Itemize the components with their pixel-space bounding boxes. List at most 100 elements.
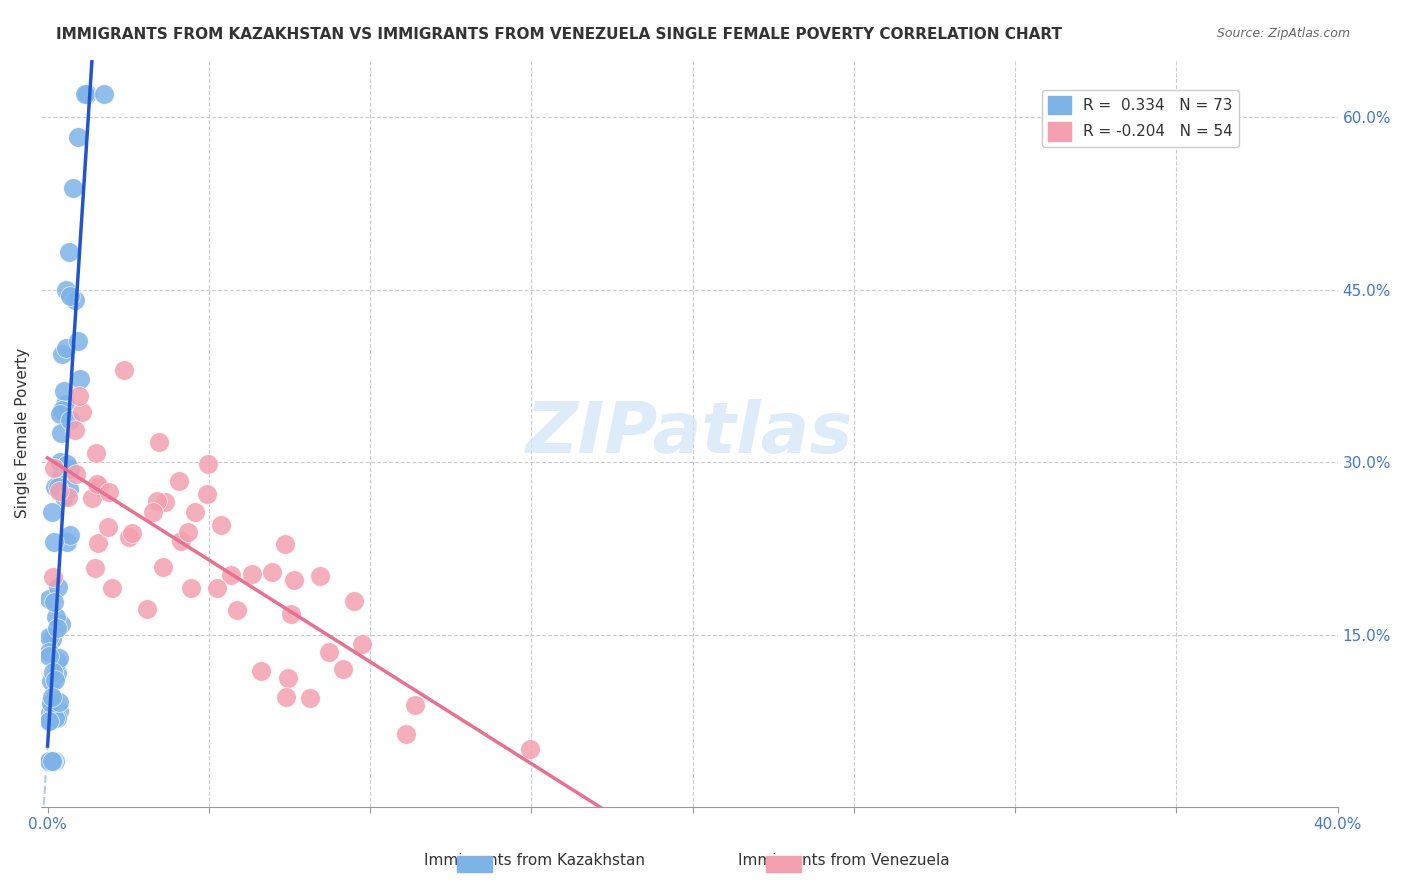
Point (260, 565, 283, 579)
Point (59, 289, 82, 303)
Point (49, 454, 72, 468)
Point (280, 607, 302, 621)
Point (309, 569, 332, 583)
Point (38, 714, 60, 728)
Point (41, 754, 63, 768)
Point (395, 727, 418, 741)
Y-axis label: Single Female Poverty: Single Female Poverty (15, 348, 30, 518)
Point (53, 490, 76, 504)
Point (169, 534, 191, 549)
Point (48, 696, 70, 710)
Point (112, 363, 135, 377)
Point (299, 691, 322, 706)
Point (76, 87, 98, 101)
Point (45, 655, 67, 669)
Point (44, 711, 66, 725)
Point (46, 580, 69, 594)
Point (41, 754, 63, 768)
Point (51, 347, 73, 361)
Point (38, 645, 60, 659)
Point (42, 691, 65, 706)
Point (350, 637, 373, 651)
Point (44, 754, 66, 768)
Point (41, 754, 63, 768)
Point (84, 445, 107, 459)
Point (41, 706, 63, 720)
Point (274, 690, 297, 704)
Point (38, 754, 60, 768)
Point (46, 711, 69, 725)
Point (48, 483, 70, 498)
Point (98, 484, 121, 499)
Point (42, 698, 65, 712)
Point (39, 754, 62, 768)
Point (87, 535, 110, 549)
Point (63, 423, 86, 437)
Point (67, 130, 90, 145)
Point (42, 534, 65, 549)
Point (42, 665, 65, 680)
Text: Immigrants from Venezuela: Immigrants from Venezuela (738, 854, 949, 868)
Point (39, 674, 62, 689)
Point (48, 704, 70, 718)
Point (183, 505, 205, 519)
Point (52, 384, 75, 398)
Point (84, 561, 107, 575)
Point (42, 754, 65, 768)
Point (38, 754, 60, 768)
Point (519, 742, 541, 756)
Point (49, 407, 72, 421)
Point (65, 293, 87, 308)
Point (42, 461, 65, 475)
Point (39, 706, 62, 721)
Point (58, 482, 80, 496)
Point (39, 713, 62, 727)
Point (142, 505, 165, 519)
Point (46, 480, 69, 494)
Point (195, 487, 218, 501)
Point (39, 696, 62, 710)
Point (226, 603, 249, 617)
Point (283, 574, 305, 588)
Point (38, 754, 60, 768)
Text: Immigrants from Kazakhstan: Immigrants from Kazakhstan (423, 854, 645, 868)
Point (65, 467, 87, 482)
Point (41, 690, 63, 704)
Point (209, 517, 232, 532)
Point (42, 595, 65, 609)
Point (73, 87, 96, 101)
Point (318, 645, 340, 659)
Point (55, 283, 77, 297)
Point (59, 413, 82, 427)
Point (59, 461, 82, 475)
Point (86, 476, 108, 491)
Text: Source: ZipAtlas.com: Source: ZipAtlas.com (1216, 27, 1350, 40)
Text: ZIPatlas: ZIPatlas (526, 399, 853, 467)
Point (49, 617, 72, 632)
Point (44, 673, 66, 688)
Point (42, 569, 65, 583)
Point (72, 405, 94, 419)
Point (49, 426, 72, 441)
Point (38, 648, 60, 663)
Point (240, 566, 263, 581)
Point (148, 435, 170, 450)
Point (46, 621, 69, 635)
Point (136, 601, 159, 615)
Point (38, 754, 60, 768)
Point (155, 495, 177, 509)
Point (205, 581, 228, 595)
Point (55, 397, 77, 411)
Point (250, 665, 273, 679)
Point (343, 594, 366, 608)
Point (41, 632, 63, 646)
Point (274, 537, 297, 551)
Point (219, 567, 242, 582)
Point (177, 524, 200, 539)
Point (55, 534, 77, 549)
Point (332, 662, 354, 676)
Point (96, 520, 118, 534)
Legend: R =  0.334   N = 73, R = -0.204   N = 54: R = 0.334 N = 73, R = -0.204 N = 54 (1042, 90, 1239, 147)
Point (41, 505, 63, 519)
Point (44, 480, 66, 494)
